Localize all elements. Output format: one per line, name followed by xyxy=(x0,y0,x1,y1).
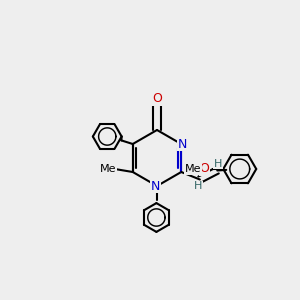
Text: O: O xyxy=(152,92,162,105)
Text: Me: Me xyxy=(100,164,116,174)
Text: H: H xyxy=(194,181,202,191)
Text: Me: Me xyxy=(185,164,202,174)
Text: N: N xyxy=(178,137,188,151)
Text: N: N xyxy=(151,179,160,193)
Text: O: O xyxy=(200,163,209,176)
Text: H: H xyxy=(214,159,222,169)
